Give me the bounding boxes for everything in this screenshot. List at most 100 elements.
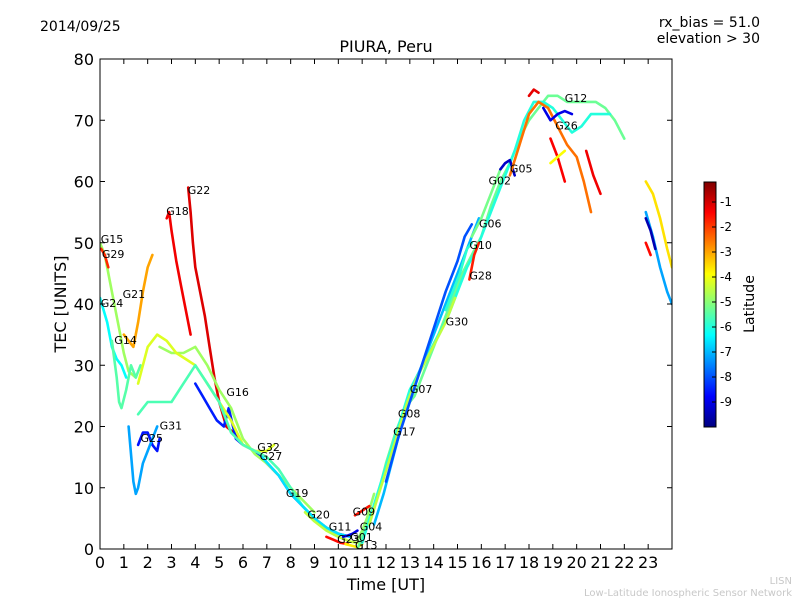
series-g01 (341, 529, 359, 539)
colorbar (703, 181, 717, 428)
date-label: 2014/09/25 (40, 19, 121, 35)
y-tick-label: 70 (74, 111, 94, 130)
sat-label-g06: G06 (479, 217, 502, 230)
colorbar-tick-label: -4 (720, 270, 732, 284)
sat-label-g30: G30 (446, 315, 469, 328)
sat-label-g20: G20 (307, 508, 330, 521)
x-tick-label: 21 (590, 553, 610, 572)
x-tick-label: 23 (638, 553, 658, 572)
sat-label-g12: G12 (565, 92, 588, 105)
sat-label-g28: G28 (469, 270, 492, 283)
x-tick-label: 5 (214, 553, 224, 572)
sat-label-g16: G16 (226, 386, 249, 399)
series-g18 (165, 210, 192, 336)
sat-label-g04: G04 (360, 521, 383, 534)
rx-bias-label: rx_bias = 51.0 (659, 15, 760, 31)
x-tick-label: 1 (119, 553, 129, 572)
y-tick-label: 60 (74, 173, 94, 192)
x-tick-label: 9 (309, 553, 319, 572)
x-tick-label: 22 (614, 553, 634, 572)
sat-label-g24: G24 (101, 297, 124, 310)
sat-label-g19: G19 (286, 487, 309, 500)
series-g15b (644, 180, 672, 269)
colorbar-ticks: -1 -2 -3 -4 -5 -6 -7 -8 -9 (712, 195, 732, 409)
x-tick-label: 11 (352, 553, 372, 572)
footer-short: LISN (769, 576, 792, 587)
sat-label-g27: G27 (260, 450, 283, 463)
series-g21b (549, 149, 567, 165)
x-tick-label: 15 (447, 553, 467, 572)
colorbar-tick-label: -8 (720, 370, 732, 384)
series-g30 (367, 296, 457, 526)
x-tick-label: 17 (495, 553, 515, 572)
sat-label-g15: G15 (101, 233, 124, 246)
x-tick-label: 19 (543, 553, 563, 572)
x-tick-label: 16 (471, 553, 491, 572)
sat-label-g31: G31 (160, 420, 183, 433)
series-g12 (541, 106, 574, 122)
colorbar-label: Latitude (742, 275, 758, 333)
series-g02 (470, 168, 502, 238)
sat-label-g21: G21 (123, 288, 146, 301)
colorbar-tick-label: -2 (720, 220, 732, 234)
series-g31 (127, 425, 159, 496)
colorbar-tick-label: -9 (720, 395, 732, 409)
x-tick-label: 3 (166, 553, 176, 572)
sat-label-g05: G05 (510, 162, 533, 175)
series-g26b (584, 149, 602, 196)
y-tick-label: 20 (74, 418, 94, 437)
y-tick-label: 0 (84, 540, 94, 559)
y-tick-label: 30 (74, 356, 94, 375)
sat-label-g02: G02 (488, 175, 511, 188)
series-g29 (100, 247, 110, 269)
x-tick-label: 20 (566, 553, 586, 572)
series-g09 (353, 504, 371, 517)
series-g06 (384, 223, 474, 483)
sat-label-g08: G08 (398, 407, 421, 420)
y-tick-label: 40 (74, 295, 94, 314)
x-tick-label: 13 (400, 553, 420, 572)
x-axis-label: Time [UT] (346, 575, 425, 594)
sat-label-g14: G14 (114, 334, 137, 347)
sat-label-g13: G13 (355, 539, 378, 552)
series-g15 (100, 241, 138, 379)
sat-label-g23: G23 (337, 533, 360, 546)
elevation-label: elevation > 30 (657, 31, 760, 47)
y-tick-label: 10 (74, 479, 94, 498)
sat-label-g11: G11 (329, 521, 352, 534)
series-g23 (325, 535, 350, 546)
series-g17 (356, 94, 626, 549)
sat-label-g17: G17 (393, 426, 416, 439)
x-tick-label: 18 (519, 553, 539, 572)
x-tick-label: 7 (262, 553, 272, 572)
y-tick-label: 80 (74, 50, 94, 69)
x-tick-label: 4 (190, 553, 200, 572)
x-axis: 0 1 2 3 4 5 6 7 8 9 10 11 12 13 14 15 16 17 18 19 20 21 22 23 (95, 59, 658, 572)
sat-label-g26: G26 (555, 119, 578, 132)
series-g14b (644, 241, 652, 257)
y-tick-label: 50 (74, 234, 94, 253)
series-g03 (527, 88, 540, 98)
x-tick-label: 10 (328, 553, 348, 572)
series-g10 (444, 241, 474, 312)
chart-title: PIURA, Peru (339, 37, 432, 56)
colorbar-tick-label: -1 (720, 195, 732, 209)
series-g24b (644, 217, 657, 251)
footer-long: Low-Latitude Ionospheric Sensor Network (584, 588, 792, 599)
x-tick-label: 8 (286, 553, 296, 572)
y-axis-label: TEC [UNITS] (51, 256, 70, 354)
sat-label-g18: G18 (166, 205, 189, 218)
series-g25 (136, 431, 161, 453)
colorbar-tick-label: -5 (720, 295, 732, 309)
series-g11 (303, 510, 359, 545)
x-tick-label: 2 (143, 553, 153, 572)
y-axis: 0 10 20 30 40 50 60 70 80 (74, 50, 672, 559)
sat-label-g01: G01 (350, 531, 373, 544)
series-g22 (186, 186, 240, 441)
sat-label-g07: G07 (410, 383, 433, 396)
sat-label-g22: G22 (188, 184, 211, 197)
colorbar-tick-label: -7 (720, 345, 732, 359)
sat-label-g29: G29 (102, 248, 125, 261)
